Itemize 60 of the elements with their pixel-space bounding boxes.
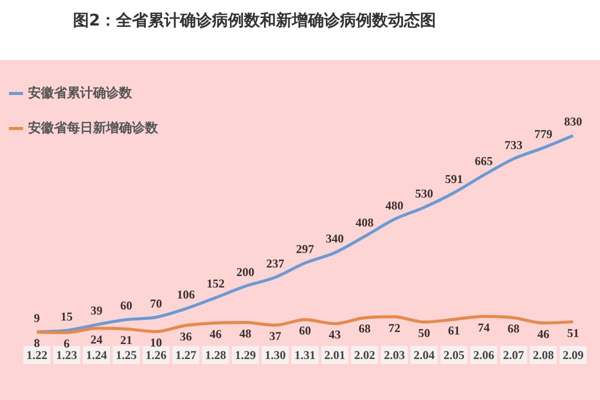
data-label: 779 — [534, 126, 552, 141]
data-label: 72 — [388, 320, 400, 335]
data-label: 43 — [328, 328, 341, 342]
x-tick-label: 1.31 — [294, 348, 316, 362]
data-label: 480 — [385, 198, 404, 212]
data-label: 37 — [269, 329, 282, 344]
x-tick-label: 2.09 — [562, 348, 584, 362]
data-label: 152 — [206, 276, 225, 291]
x-tick-label: 2.08 — [532, 348, 554, 362]
data-label: 70 — [150, 296, 162, 310]
data-label: 10 — [150, 336, 162, 350]
data-label: 46 — [210, 327, 222, 342]
data-label: 200 — [236, 265, 254, 280]
x-tick-label: 2.02 — [354, 348, 376, 362]
data-label: 68 — [358, 322, 371, 336]
data-label: 60 — [299, 324, 311, 338]
data-label: 60 — [120, 298, 132, 313]
data-label: 21 — [120, 332, 132, 347]
x-tick-label: 2.07 — [503, 348, 524, 362]
data-label: 24 — [90, 332, 102, 346]
data-label: 408 — [356, 215, 374, 230]
data-label: 15 — [60, 309, 73, 324]
x-tick-label: 1.26 — [146, 348, 167, 362]
x-tick-label: 2.05 — [443, 348, 464, 362]
data-label: 733 — [504, 138, 523, 152]
x-tick-label: 1.22 — [26, 348, 48, 362]
data-label: 106 — [176, 288, 195, 302]
x-tick-label: 2.01 — [324, 348, 346, 362]
data-label: 530 — [415, 186, 434, 200]
x-tick-label: 2.03 — [384, 348, 405, 362]
data-label: 9 — [34, 310, 40, 325]
data-label: 50 — [418, 326, 430, 340]
chart-title: 图2：全省累计确诊病例数和新增确诊病例数动态图 — [73, 10, 436, 30]
data-label: 665 — [474, 154, 493, 168]
data-label: 8 — [34, 336, 40, 350]
data-label: 36 — [180, 329, 192, 344]
legend-label: 安徽省累计确诊数 — [28, 85, 133, 101]
data-label: 51 — [567, 326, 580, 340]
data-label: 237 — [266, 256, 284, 270]
data-label: 61 — [448, 323, 460, 338]
data-label: 39 — [90, 304, 102, 318]
x-tick-label: 2.04 — [414, 348, 435, 362]
x-tick-label: 1.24 — [86, 348, 107, 362]
data-label: 297 — [296, 242, 314, 256]
data-label: 68 — [508, 322, 520, 336]
x-tick-label: 1.29 — [234, 348, 256, 362]
data-label: 6 — [64, 336, 70, 351]
data-label: 830 — [564, 114, 582, 129]
x-tick-label: 1.28 — [205, 348, 226, 362]
data-label: 48 — [239, 326, 252, 341]
x-tick-label: 2.06 — [473, 348, 494, 362]
x-tick-label: 1.25 — [116, 348, 137, 362]
x-tick-label: 1.23 — [56, 348, 78, 362]
x-tick-label: 1.30 — [264, 348, 286, 362]
data-label: 74 — [478, 320, 490, 334]
x-tick-label: 1.27 — [175, 348, 196, 362]
data-label: 591 — [444, 172, 463, 186]
legend-label: 安徽省每日新增确诊数 — [28, 120, 159, 136]
data-label: 46 — [537, 327, 550, 342]
data-label: 340 — [326, 232, 344, 246]
